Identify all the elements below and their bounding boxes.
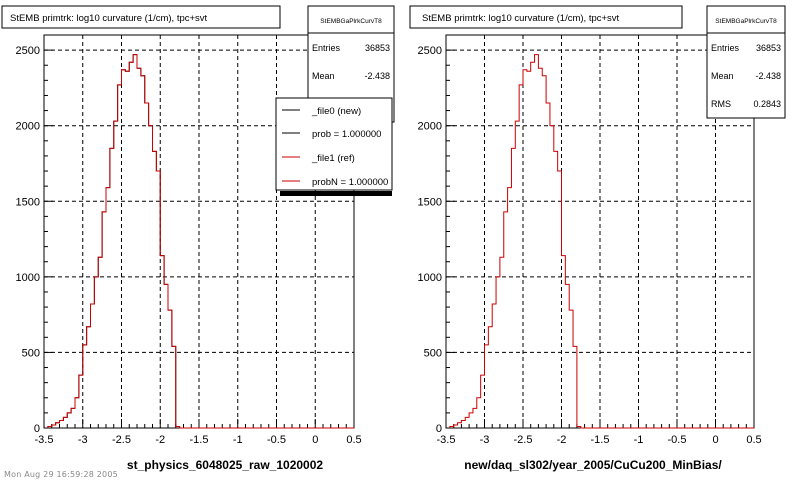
- y-tick-label: 500: [22, 347, 40, 359]
- x-tick-label: -0.5: [267, 434, 286, 446]
- panel-1: -3.5 -3 -2.5 -2 -1.5 -1 -0.5 0 0.5 0 500 1000 1500 20…: [1, 5, 395, 472]
- x-tick-label: -3.5: [437, 434, 456, 446]
- x-tick-label: -1.5: [190, 434, 209, 446]
- y-tick-label: 1000: [418, 272, 442, 284]
- y-tick-label: 1000: [16, 272, 40, 284]
- title-box-2: [409, 5, 683, 29]
- y-tick-label: 1500: [16, 196, 40, 208]
- histogram-line: [449, 54, 754, 429]
- x-tick-label: -0.5: [668, 434, 687, 446]
- x-tick-label: -3.5: [35, 434, 54, 446]
- x-tick-label: 0: [712, 434, 718, 446]
- legend-label-new: _file0 (new): [311, 106, 361, 117]
- stats-mean-value-1: -2.438: [364, 71, 390, 81]
- x-tick-label: -3: [78, 434, 88, 446]
- x-tick-label: 0: [312, 434, 318, 446]
- x-tick-label: -1: [233, 434, 243, 446]
- stats-rms-value-2: 0.2843: [753, 99, 781, 109]
- x-tick-label: -1: [634, 434, 644, 446]
- legend-label-prob: prob = 1.000000: [312, 129, 381, 140]
- histogram-series-2: [449, 54, 754, 429]
- x-tick-label: 0.5: [746, 434, 761, 446]
- stats-entries-label-2: Entries: [711, 43, 740, 53]
- x-tick-label: -2.5: [514, 434, 533, 446]
- x-axis-label-1: st_physics_6048025_raw_1020002: [127, 458, 323, 472]
- plot-title-1: StEMB primtrk: log10 curvature (1/cm), t…: [10, 13, 208, 24]
- legend-box-1: _file0 (new) prob = 1.000000 _file1 (ref…: [275, 97, 393, 196]
- y-tick-label: 0: [34, 423, 40, 435]
- histogram-line: [47, 54, 354, 429]
- stats-mean-label-2: Mean: [711, 71, 734, 81]
- plot-title-2: StEMB primtrk: log10 curvature (1/cm), t…: [422, 13, 620, 24]
- y-tick-label: 1500: [418, 196, 442, 208]
- stats-rms-label-2: RMS: [711, 99, 731, 109]
- x-tick-label: -1.5: [591, 434, 610, 446]
- y-tick-label: 2500: [16, 45, 40, 57]
- x-tick-label: -3: [480, 434, 490, 446]
- y-tick-label: 2000: [418, 121, 442, 133]
- stats-entries-label-1: Entries: [312, 43, 341, 53]
- x-tick-label: 0.5: [346, 434, 361, 446]
- legend-label-ref: _file1 (ref): [311, 153, 355, 164]
- y-tick-label: 2000: [16, 121, 40, 133]
- stats-name-2: StEMBGaPlrkCurvT8: [715, 18, 777, 25]
- legend-label-probn: probN = 1.000000: [312, 177, 388, 188]
- x-axis-label-2: new/daq_sl302/year_2005/CuCu200_MinBias/: [464, 458, 722, 472]
- x-tick-label: -2.5: [112, 434, 131, 446]
- histogram-series-1: [47, 54, 354, 429]
- stats-entries-value-2: 36853: [756, 43, 781, 53]
- x-tick-label: -2: [155, 434, 165, 446]
- panel-2: -3.5 -3 -2.5 -2 -1.5 -1 -0.5 0 0.5 0 500 1000 1500 20…: [409, 5, 786, 472]
- y-tick-label: 0: [436, 423, 442, 435]
- x-tick-label: -2: [557, 434, 567, 446]
- y-tick-label: 2500: [418, 45, 442, 57]
- axis-ticks-2: -3.5 -3 -2.5 -2 -1.5 -1 -0.5 0 0.5 0 500 1000 1500 20…: [418, 34, 762, 446]
- stats-mean-label-1: Mean: [312, 71, 335, 81]
- stats-name-1: StEMBGaPlrkCurvT8: [320, 18, 382, 25]
- title-box-1: [1, 5, 281, 29]
- stats-mean-value-2: -2.438: [755, 71, 781, 81]
- stats-box-2: StEMBGaPlrkCurvT8 Entries 36853 Mean -2.…: [706, 5, 786, 119]
- stats-entries-value-1: 36853: [365, 43, 390, 53]
- y-tick-label: 500: [424, 347, 442, 359]
- footer-timestamp: Mon Aug 29 16:59:28 2005: [4, 470, 118, 479]
